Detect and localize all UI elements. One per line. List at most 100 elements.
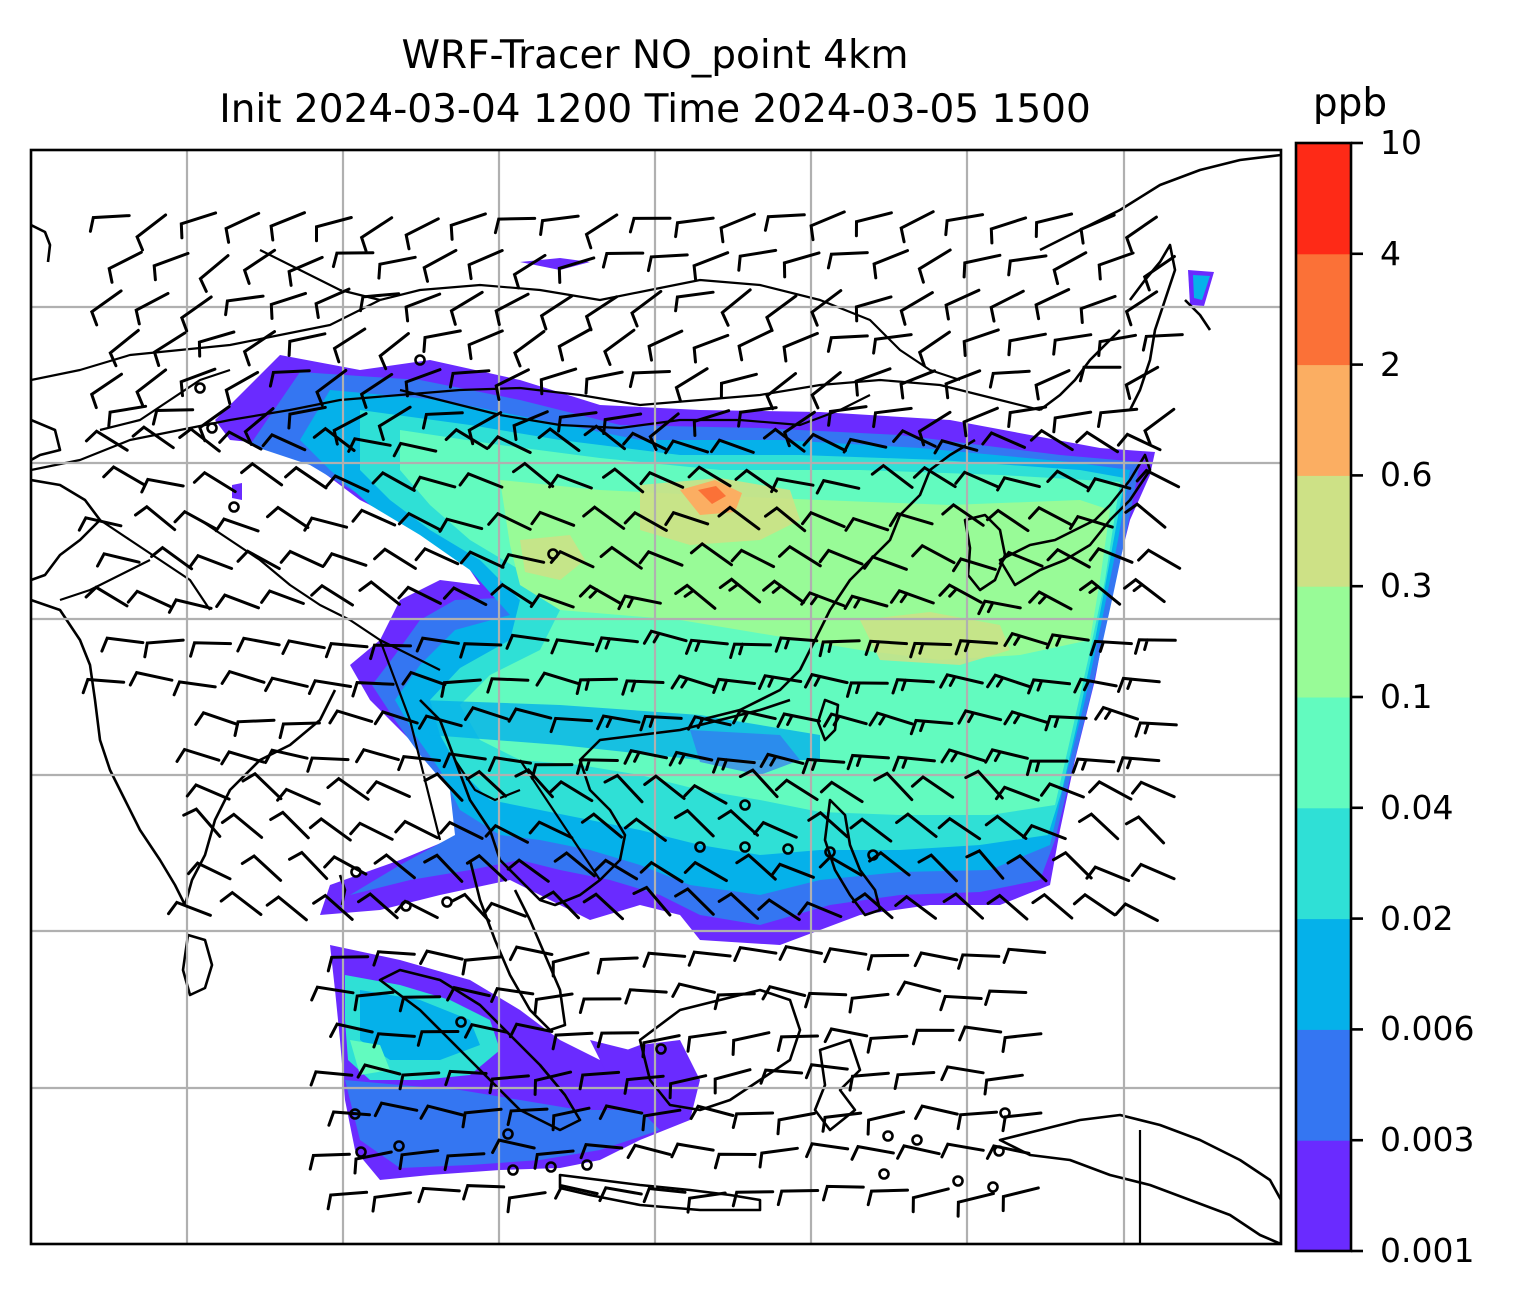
- wind-barb: [1007, 405, 1048, 428]
- wind-barb: [762, 427, 806, 453]
- wind-barb: [357, 892, 399, 920]
- wind-barb: [998, 550, 1044, 568]
- wind-barb: [912, 465, 957, 489]
- wind-barb: [448, 369, 491, 389]
- wind-barb: [312, 426, 356, 452]
- wind-barb: [639, 860, 684, 884]
- wind-barb: [533, 992, 574, 1015]
- calm-wind-circle: [987, 1181, 999, 1193]
- wind-barb: [308, 817, 352, 842]
- wind-barb: [1007, 332, 1047, 357]
- wind-barb: [641, 1108, 682, 1132]
- wind-barb: [628, 370, 671, 389]
- wind-barb: [674, 367, 709, 403]
- wind-barb: [822, 712, 868, 728]
- wind-barb: [1046, 547, 1091, 569]
- wind-barb: [84, 429, 129, 452]
- wind-barb: [557, 327, 593, 362]
- wind-barb: [264, 748, 309, 765]
- wind-barb: [242, 330, 276, 367]
- wind-barb: [719, 372, 758, 399]
- wind-barb: [1079, 579, 1122, 606]
- wind-barb: [891, 678, 935, 695]
- wind-barb: [977, 599, 1022, 616]
- wind-barb: [800, 591, 846, 608]
- coastline-sulawesi: [813, 1038, 862, 1132]
- tracer-region-cyan: [1193, 275, 1210, 300]
- wind-barb: [128, 670, 174, 687]
- colorbar-segment: [1296, 697, 1351, 809]
- wind-barb: [465, 853, 508, 882]
- wind-barb: [287, 255, 324, 287]
- wind-barb: [351, 681, 395, 698]
- map-title-line-2: Init 2024-03-04 1200 Time 2024-03-05 150…: [219, 87, 1091, 132]
- wind-barb: [1068, 514, 1114, 530]
- colorbar-segment: [1296, 918, 1351, 1030]
- wind-barb: [770, 477, 815, 494]
- wind-barb: [866, 1188, 909, 1207]
- colorbar-tick-label: 4: [1380, 233, 1401, 273]
- wind-barb: [596, 714, 641, 731]
- calm-wind-circle: [911, 1134, 923, 1146]
- wind-barb: [1028, 590, 1073, 611]
- wind-barb: [265, 895, 308, 922]
- wind-barb: [582, 505, 626, 530]
- wind-barb: [598, 1104, 644, 1120]
- wind-barb: [984, 814, 1028, 840]
- wind-barb: [151, 408, 195, 426]
- wind-barb: [870, 463, 914, 489]
- wind-barb: [757, 674, 803, 690]
- coastline-arabia: [31, 418, 62, 462]
- wind-barb: [444, 1069, 488, 1087]
- wind-barb: [508, 1022, 554, 1039]
- wind-barb: [326, 776, 370, 801]
- wind-barb: [1094, 705, 1139, 721]
- wind-barb: [416, 1030, 460, 1047]
- wind-barb: [941, 503, 985, 527]
- wind-barb: [458, 471, 504, 489]
- wind-barb: [329, 1022, 374, 1038]
- colorbar-tick-label: 0.1: [1380, 677, 1433, 716]
- wind-barb: [484, 823, 529, 844]
- wind-barb: [731, 1111, 775, 1129]
- wind-barb: [717, 809, 759, 837]
- wind-barb: [827, 405, 868, 427]
- wind-barb: [602, 467, 645, 494]
- wind-barb: [215, 593, 260, 610]
- wind-barb: [685, 638, 729, 655]
- wind-barb: [718, 577, 762, 604]
- wind-barb: [717, 892, 759, 920]
- wind-barb: [459, 550, 505, 569]
- wind-barb: [601, 251, 645, 269]
- wind-barb: [1086, 477, 1132, 493]
- wind-barb: [551, 1106, 591, 1132]
- border-china-india: [199, 519, 441, 671]
- wind-barb: [761, 984, 807, 1001]
- colorbar-tick-label: 0.04: [1380, 787, 1454, 827]
- wind-barb: [599, 545, 643, 570]
- wind-barb: [135, 213, 168, 252]
- wind-barb: [687, 950, 732, 967]
- colorbar-tick-label: 0.001: [1380, 1231, 1475, 1270]
- wind-barb: [351, 508, 397, 527]
- wind-barb: [630, 289, 663, 328]
- wind-barb: [899, 291, 934, 326]
- wind-barb: [551, 1031, 594, 1051]
- wind-barb: [899, 210, 935, 244]
- wind-barb: [461, 1107, 503, 1129]
- wind-barb: [872, 249, 909, 280]
- tracer-region-low: [232, 483, 242, 500]
- wind-barb: [937, 816, 982, 841]
- wind-barb: [371, 471, 416, 492]
- wind-barb: [417, 1186, 461, 1204]
- calm-wind-circle: [507, 1164, 519, 1176]
- wind-barb: [595, 636, 639, 653]
- wind-barb: [539, 294, 574, 331]
- wind-barb: [642, 1186, 687, 1204]
- calm-wind-circle: [349, 1108, 361, 1120]
- wind-barb: [668, 750, 714, 767]
- wind-barb: [622, 431, 667, 451]
- wind-barb: [1142, 255, 1176, 292]
- wind-barb: [623, 817, 667, 842]
- wind-barb: [449, 212, 487, 241]
